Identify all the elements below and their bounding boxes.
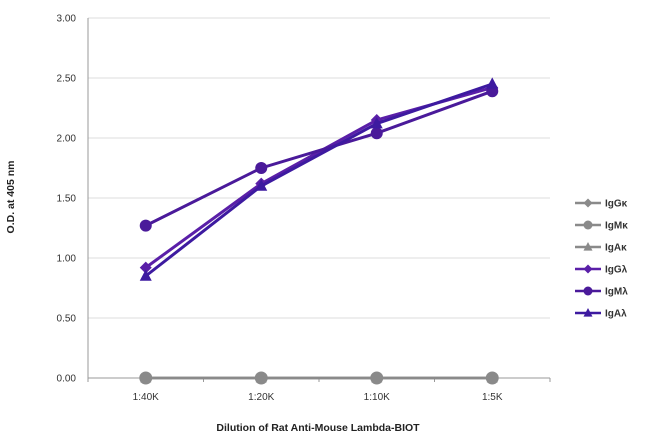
data-point bbox=[139, 269, 152, 281]
legend-label: IgGλ bbox=[605, 265, 628, 276]
legend-marker bbox=[583, 264, 593, 274]
data-point bbox=[486, 77, 499, 89]
legend-item: IgAκ bbox=[575, 242, 627, 254]
y-tick-label: 0.00 bbox=[57, 374, 77, 385]
y-tick-label: 3.00 bbox=[57, 14, 77, 25]
grid bbox=[88, 17, 550, 379]
y-tick-label: 2.00 bbox=[57, 134, 77, 145]
legend-marker bbox=[583, 198, 593, 208]
y-tick-label: 1.00 bbox=[57, 254, 77, 265]
data-point bbox=[255, 179, 268, 191]
series-line bbox=[144, 82, 493, 278]
legend-marker bbox=[583, 286, 593, 296]
y-tick-label: 0.50 bbox=[57, 314, 77, 325]
data-point bbox=[255, 162, 268, 174]
x-axis: 1:40K 1:20K 1:10K 1:5K bbox=[87, 377, 551, 403]
x-axis-title: Dilution of Rat Anti-Mouse Lambda-BIOT bbox=[216, 422, 420, 434]
series-2 bbox=[140, 371, 498, 383]
series-line bbox=[145, 89, 493, 227]
series-line bbox=[144, 86, 493, 269]
y-tick-label: 2.50 bbox=[57, 74, 77, 85]
series-area bbox=[139, 77, 499, 385]
data-point bbox=[370, 117, 383, 129]
series-5 bbox=[139, 77, 499, 281]
data-point bbox=[139, 261, 152, 274]
y-axis-title: O.D. at 405 nm bbox=[5, 161, 17, 234]
legend-label: IgMκ bbox=[605, 221, 628, 232]
legend-marker bbox=[583, 308, 593, 317]
x-tick-label: 1:40K bbox=[133, 392, 159, 403]
legend-label: IgAκ bbox=[605, 243, 627, 254]
legend-label: IgAλ bbox=[605, 309, 627, 320]
data-point bbox=[486, 371, 498, 383]
x-tick-label: 1:10K bbox=[364, 392, 390, 403]
data-point bbox=[139, 219, 152, 232]
x-tick-label: 1:20K bbox=[248, 392, 274, 403]
legend-label: IgGκ bbox=[605, 199, 628, 210]
series-4 bbox=[139, 85, 499, 232]
legend-item: IgMκ bbox=[575, 220, 628, 232]
y-axis: 0.00 0.50 1.00 1.50 2.00 2.50 3.00 bbox=[57, 14, 89, 385]
data-point bbox=[371, 371, 383, 383]
x-tick-label: 1:5K bbox=[482, 392, 503, 403]
legend-marker bbox=[583, 220, 593, 230]
legend-item: IgMλ bbox=[575, 286, 628, 298]
series-3 bbox=[139, 81, 499, 274]
legend-marker bbox=[583, 242, 593, 251]
legend-item: IgGκ bbox=[575, 198, 628, 210]
legend: IgGκ IgMκ IgAκ IgGλ IgMλ IgAλ bbox=[575, 198, 628, 320]
data-point bbox=[255, 371, 267, 383]
y-tick-label: 1.50 bbox=[57, 194, 77, 205]
legend-item: IgGλ bbox=[575, 264, 628, 276]
data-point bbox=[140, 371, 152, 383]
legend-item: IgAλ bbox=[575, 308, 627, 320]
legend-label: IgMλ bbox=[605, 287, 628, 298]
data-point bbox=[370, 127, 383, 140]
